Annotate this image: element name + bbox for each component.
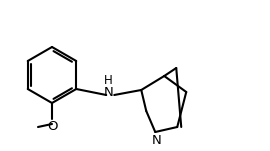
Text: N: N xyxy=(103,85,113,98)
Text: N: N xyxy=(151,134,161,147)
Text: H: H xyxy=(104,74,113,87)
Text: O: O xyxy=(47,120,57,133)
